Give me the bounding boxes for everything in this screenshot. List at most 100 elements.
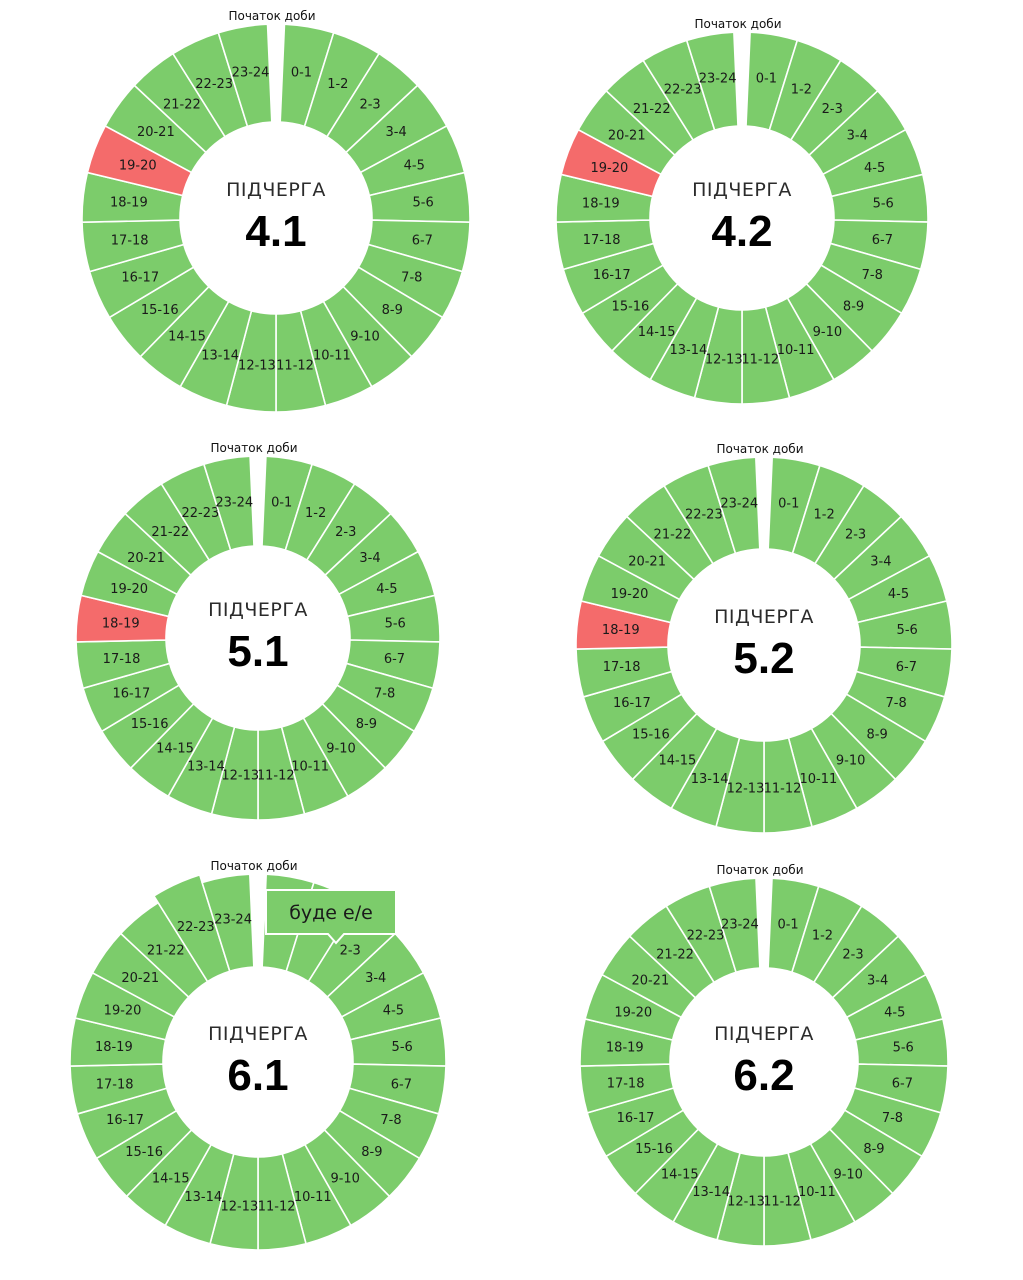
hour-segment-23-24[interactable]	[202, 455, 255, 552]
hour-label-17-18: 17-18	[603, 660, 641, 675]
hour-segment-23-24[interactable]	[708, 877, 761, 974]
hour-label-12-13: 12-13	[705, 352, 743, 367]
queue-word: ПІДЧЕРГА	[714, 606, 814, 628]
queue-number: 6.1	[227, 1051, 288, 1100]
hour-label-1-2: 1-2	[812, 928, 833, 943]
hour-label-15-16: 15-16	[141, 303, 179, 318]
hour-label-19-20: 19-20	[590, 161, 628, 176]
hour-label-16-17: 16-17	[106, 1113, 144, 1128]
hour-label-15-16: 15-16	[125, 1145, 163, 1160]
hour-label-18-19: 18-19	[602, 623, 640, 638]
hour-label-7-8: 7-8	[401, 270, 422, 285]
hour-label-13-14: 13-14	[184, 1190, 222, 1205]
hour-label-1-2: 1-2	[305, 506, 326, 521]
hour-label-21-22: 21-22	[163, 97, 201, 112]
hour-label-3-4: 3-4	[386, 125, 407, 140]
hour-label-13-14: 13-14	[691, 772, 729, 787]
hour-segment-23-24[interactable]	[685, 31, 739, 132]
hour-label-18-19: 18-19	[606, 1041, 644, 1056]
hour-label-10-11: 10-11	[291, 759, 329, 774]
hour-label-16-17: 16-17	[593, 268, 631, 283]
hour-label-14-15: 14-15	[156, 742, 194, 757]
hour-label-22-23: 22-23	[687, 928, 725, 943]
queue-word: ПІДЧЕРГА	[226, 179, 326, 201]
hour-label-21-22: 21-22	[147, 944, 185, 959]
hour-label-19-20: 19-20	[119, 159, 157, 174]
hour-label-20-21: 20-21	[127, 551, 165, 566]
hour-label-5-6: 5-6	[897, 623, 918, 638]
hour-label-22-23: 22-23	[685, 508, 723, 523]
hour-label-0-1: 0-1	[777, 918, 798, 933]
hour-label-13-14: 13-14	[669, 343, 707, 358]
hour-label-2-3: 2-3	[340, 944, 361, 959]
hour-label-14-15: 14-15	[638, 325, 676, 340]
hour-label-22-23: 22-23	[181, 506, 219, 521]
hour-label-15-16: 15-16	[635, 1142, 673, 1157]
queue-number: 5.2	[733, 634, 794, 683]
hour-label-7-8: 7-8	[882, 1111, 903, 1126]
hour-label-17-18: 17-18	[583, 233, 621, 248]
hour-segment-23-24[interactable]	[201, 873, 255, 973]
hour-label-17-18: 17-18	[607, 1077, 645, 1092]
hour-label-10-11: 10-11	[294, 1190, 332, 1205]
hour-label-13-14: 13-14	[187, 759, 225, 774]
hour-label-11-12: 11-12	[763, 1194, 801, 1209]
hour-label-15-16: 15-16	[612, 299, 650, 314]
hour-label-9-10: 9-10	[330, 1171, 360, 1186]
hour-label-13-14: 13-14	[201, 349, 239, 364]
hour-label-9-10: 9-10	[350, 330, 380, 345]
hour-label-11-12: 11-12	[276, 358, 314, 373]
hour-label-8-9: 8-9	[867, 728, 888, 743]
hour-label-21-22: 21-22	[654, 527, 692, 542]
start-of-day-label: Початок доби	[716, 442, 803, 456]
hour-label-10-11: 10-11	[313, 349, 351, 364]
hour-label-2-3: 2-3	[335, 525, 356, 540]
hour-label-23-24: 23-24	[699, 72, 737, 87]
hour-label-9-10: 9-10	[326, 742, 356, 757]
hour-label-3-4: 3-4	[867, 974, 888, 989]
hour-label-16-17: 16-17	[121, 270, 159, 285]
hour-label-4-5: 4-5	[864, 161, 885, 176]
hour-label-2-3: 2-3	[842, 947, 863, 962]
start-of-day-label: Початок доби	[716, 863, 803, 877]
hour-segment-23-24[interactable]	[707, 456, 761, 555]
hour-label-8-9: 8-9	[843, 299, 864, 314]
hour-label-22-23: 22-23	[664, 82, 702, 97]
hour-label-5-6: 5-6	[873, 196, 894, 211]
hour-label-12-13: 12-13	[727, 781, 765, 796]
hour-label-23-24: 23-24	[214, 913, 252, 928]
hour-label-23-24: 23-24	[721, 918, 759, 933]
hour-label-16-17: 16-17	[617, 1111, 655, 1126]
hour-label-10-11: 10-11	[799, 772, 837, 787]
hour-label-9-10: 9-10	[813, 325, 843, 340]
hour-label-5-6: 5-6	[893, 1041, 914, 1056]
hour-label-0-1: 0-1	[271, 496, 292, 511]
hour-label-2-3: 2-3	[359, 97, 380, 112]
hour-label-11-12: 11-12	[741, 352, 779, 367]
queue-number: 4.1	[245, 207, 306, 256]
hour-label-18-19: 18-19	[582, 196, 620, 211]
hour-label-23-24: 23-24	[232, 66, 270, 81]
hour-segment-23-24[interactable]	[217, 23, 273, 128]
start-of-day-label: Початок доби	[694, 17, 781, 31]
hour-label-23-24: 23-24	[215, 496, 253, 511]
start-of-day-label: Початок доби	[228, 9, 315, 23]
start-of-day-label: Початок доби	[210, 859, 297, 873]
hour-label-19-20: 19-20	[614, 1005, 652, 1020]
hour-label-20-21: 20-21	[608, 129, 646, 144]
queue-word: ПІДЧЕРГА	[692, 179, 792, 201]
hour-label-6-7: 6-7	[412, 234, 433, 249]
hour-label-16-17: 16-17	[613, 696, 651, 711]
hour-label-12-13: 12-13	[727, 1194, 765, 1209]
hour-label-1-2: 1-2	[791, 82, 812, 97]
hour-label-8-9: 8-9	[361, 1145, 382, 1160]
hour-label-8-9: 8-9	[356, 717, 377, 732]
hour-label-12-13: 12-13	[221, 768, 259, 783]
queue-number: 4.2	[711, 207, 772, 256]
hour-label-0-1: 0-1	[756, 72, 777, 87]
hour-label-14-15: 14-15	[152, 1171, 190, 1186]
hour-label-4-5: 4-5	[888, 587, 909, 602]
hour-label-1-2: 1-2	[327, 77, 348, 92]
hour-label-17-18: 17-18	[111, 234, 149, 249]
hour-label-7-8: 7-8	[374, 686, 395, 701]
